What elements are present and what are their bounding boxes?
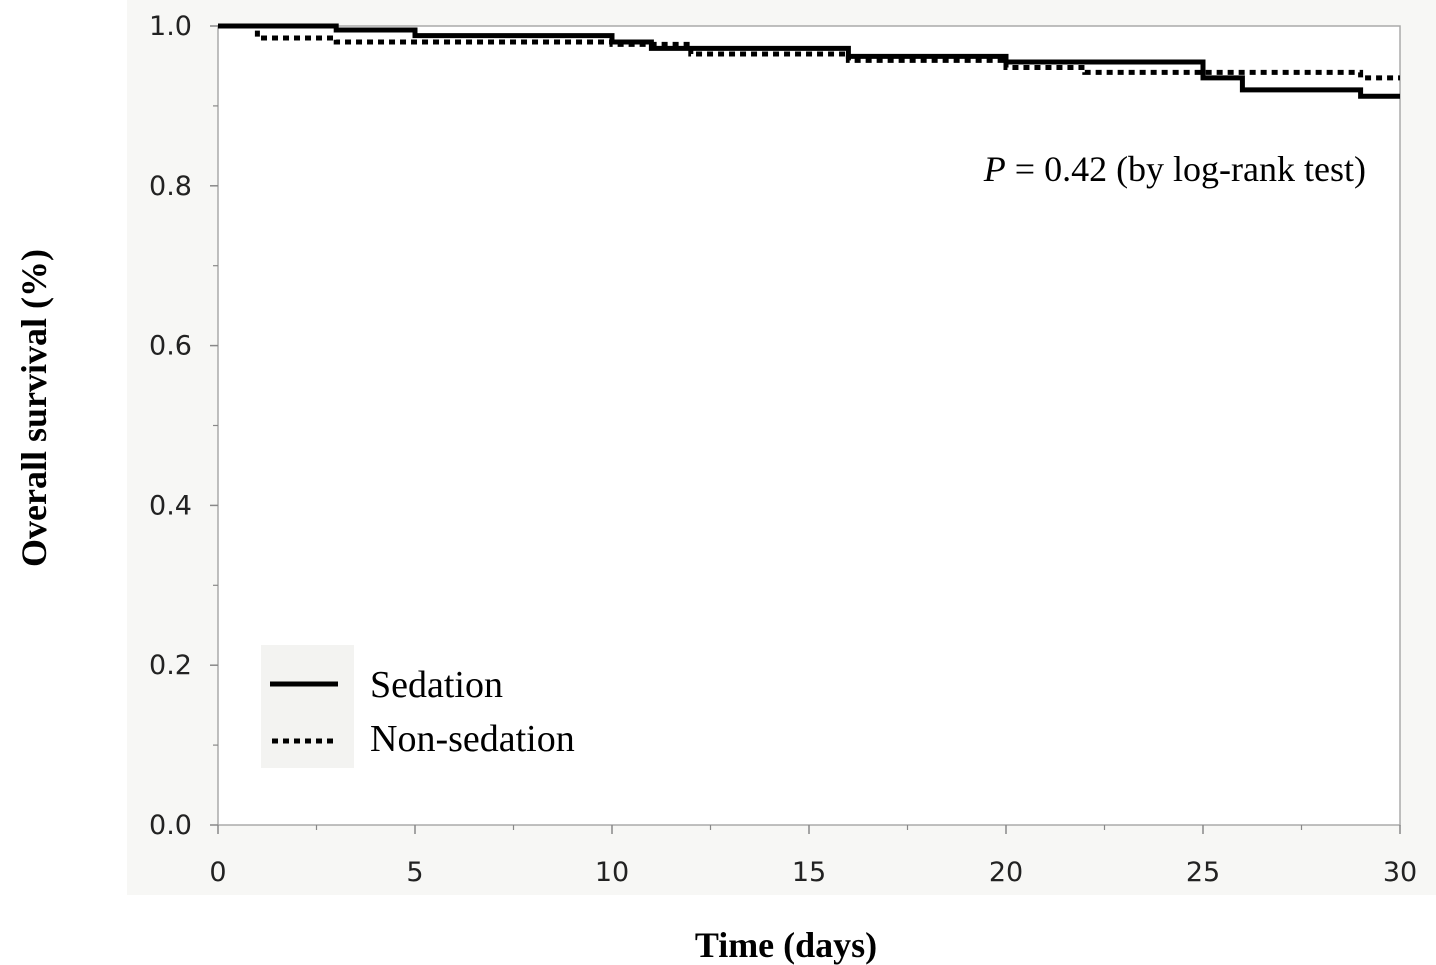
x-tick-label: 25 xyxy=(1186,857,1220,888)
non-sedation-curve xyxy=(218,23,1400,81)
p-value-text: = 0.42 (by log-rank test) xyxy=(1006,149,1366,189)
plot-area xyxy=(217,25,1401,826)
y-axis-ticks: 0.0 0.2 0.4 0.6 0.8 1.0 xyxy=(149,11,218,841)
x-tick-label: 0 xyxy=(209,857,226,888)
legend-non-sedation-label: Non-sedation xyxy=(370,718,575,760)
y-axis-title: Overall survival (%) xyxy=(14,249,54,567)
y-tick-label: 0.2 xyxy=(149,650,192,681)
y-tick-label: 0.8 xyxy=(149,171,192,202)
x-tick-label: 20 xyxy=(989,857,1023,888)
legend-sedation-label: Sedation xyxy=(370,664,503,706)
p-value-symbol: P xyxy=(983,149,1006,189)
y-tick-label: 0.6 xyxy=(149,331,192,362)
legend: Sedation Non-sedation xyxy=(261,645,575,768)
p-value-annotation: P = 0.42 (by log-rank test) xyxy=(983,149,1366,189)
x-tick-label: 5 xyxy=(406,857,423,888)
x-axis-ticks: 0 5 10 15 20 25 30 xyxy=(209,825,1417,888)
x-tick-label: 30 xyxy=(1383,857,1417,888)
series-layer xyxy=(218,23,1400,99)
x-tick-label: 10 xyxy=(595,857,629,888)
y-tick-label: 0.0 xyxy=(149,810,192,841)
legend-box xyxy=(261,645,354,768)
x-tick-label: 15 xyxy=(792,857,826,888)
y-tick-label: 1.0 xyxy=(149,11,192,42)
y-tick-label: 0.4 xyxy=(149,490,192,521)
x-axis-title: Time (days) xyxy=(695,925,877,965)
sedation-curve xyxy=(218,23,1400,99)
